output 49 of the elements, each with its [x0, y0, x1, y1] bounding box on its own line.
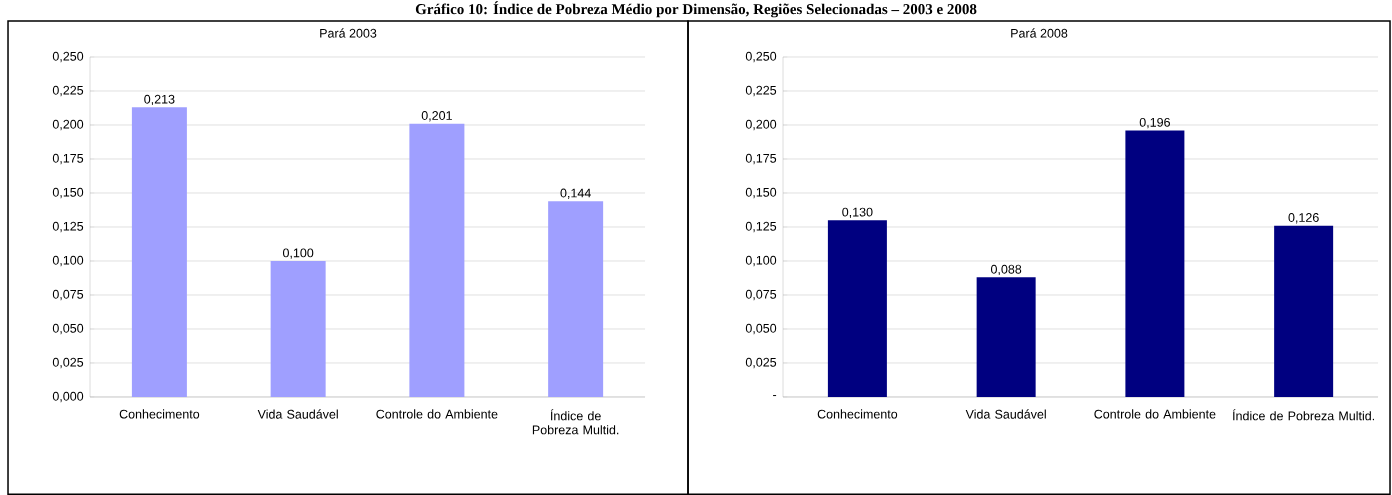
y-tick-label: 0,200	[745, 119, 777, 131]
data-label: 0,088	[990, 264, 1022, 276]
x-tick-label: Índice de Pobreza Multid.	[1232, 409, 1375, 421]
y-tick-label: 0,225	[52, 85, 84, 97]
x-tick-label: Vida Saudável	[257, 409, 338, 419]
data-label: 0,201	[421, 111, 452, 122]
y-tick-label: 0,050	[745, 323, 777, 335]
y-tick-label: -	[773, 395, 777, 397]
bar	[548, 201, 604, 397]
y-tick-label: 0,025	[52, 357, 84, 369]
y-tick-label: 0,175	[52, 153, 84, 165]
x-tick-label: Vida Saudável	[965, 409, 1046, 419]
bar	[270, 260, 326, 397]
y-tick-label: 0,150	[52, 187, 84, 199]
y-tick-label: 0,125	[52, 221, 84, 233]
y-tick-label: 0,125	[745, 221, 777, 233]
bar	[1125, 130, 1185, 397]
y-tick-label: 0,000	[52, 391, 84, 403]
y-tick-label: 0,225	[745, 85, 777, 97]
y-tick-label: 0,200	[52, 119, 84, 131]
text: Gráfico 10: Índice de Pobreza Médio por Dimensão, Regiões Selecionadas – 2003 e 2008	[415, 1, 977, 18]
bar	[827, 220, 887, 397]
bar	[976, 277, 1036, 397]
x-tick-label: Índice de Pobreza Multid.	[532, 409, 619, 435]
chart-title: Pará 2008	[1011, 28, 1068, 38]
y-tick-label: 0,050	[52, 323, 84, 335]
y-tick-label: 0,075	[745, 289, 777, 301]
bar	[1274, 225, 1334, 397]
data-label: 0,213	[144, 94, 175, 106]
bar	[131, 107, 187, 397]
y-tick-label: 0,100	[52, 255, 84, 267]
x-tick-label: Controle do Ambiente	[376, 409, 498, 419]
data-label: 0,130	[842, 207, 873, 218]
y-tick-label: 0,025	[745, 357, 777, 369]
y-tick-label: 0,250	[52, 51, 84, 63]
chart-title: Pará 2003	[320, 28, 377, 38]
bar	[409, 123, 465, 397]
y-tick-label: 0,175	[745, 153, 777, 165]
y-tick-label: 0,075	[52, 289, 84, 301]
data-label: 0,144	[560, 188, 591, 199]
y-tick-label: 0,150	[745, 187, 777, 199]
y-tick-label: 0,100	[745, 255, 777, 267]
data-label: 0,100	[282, 248, 314, 259]
x-tick-label: Conhecimento	[817, 409, 898, 419]
y-tick-label: 0,250	[745, 51, 777, 63]
x-tick-label: Controle do Ambiente	[1094, 409, 1216, 419]
data-label: 0,126	[1288, 213, 1319, 224]
x-tick-label: Conhecimento	[119, 409, 200, 419]
data-label: 0,196	[1139, 117, 1170, 129]
